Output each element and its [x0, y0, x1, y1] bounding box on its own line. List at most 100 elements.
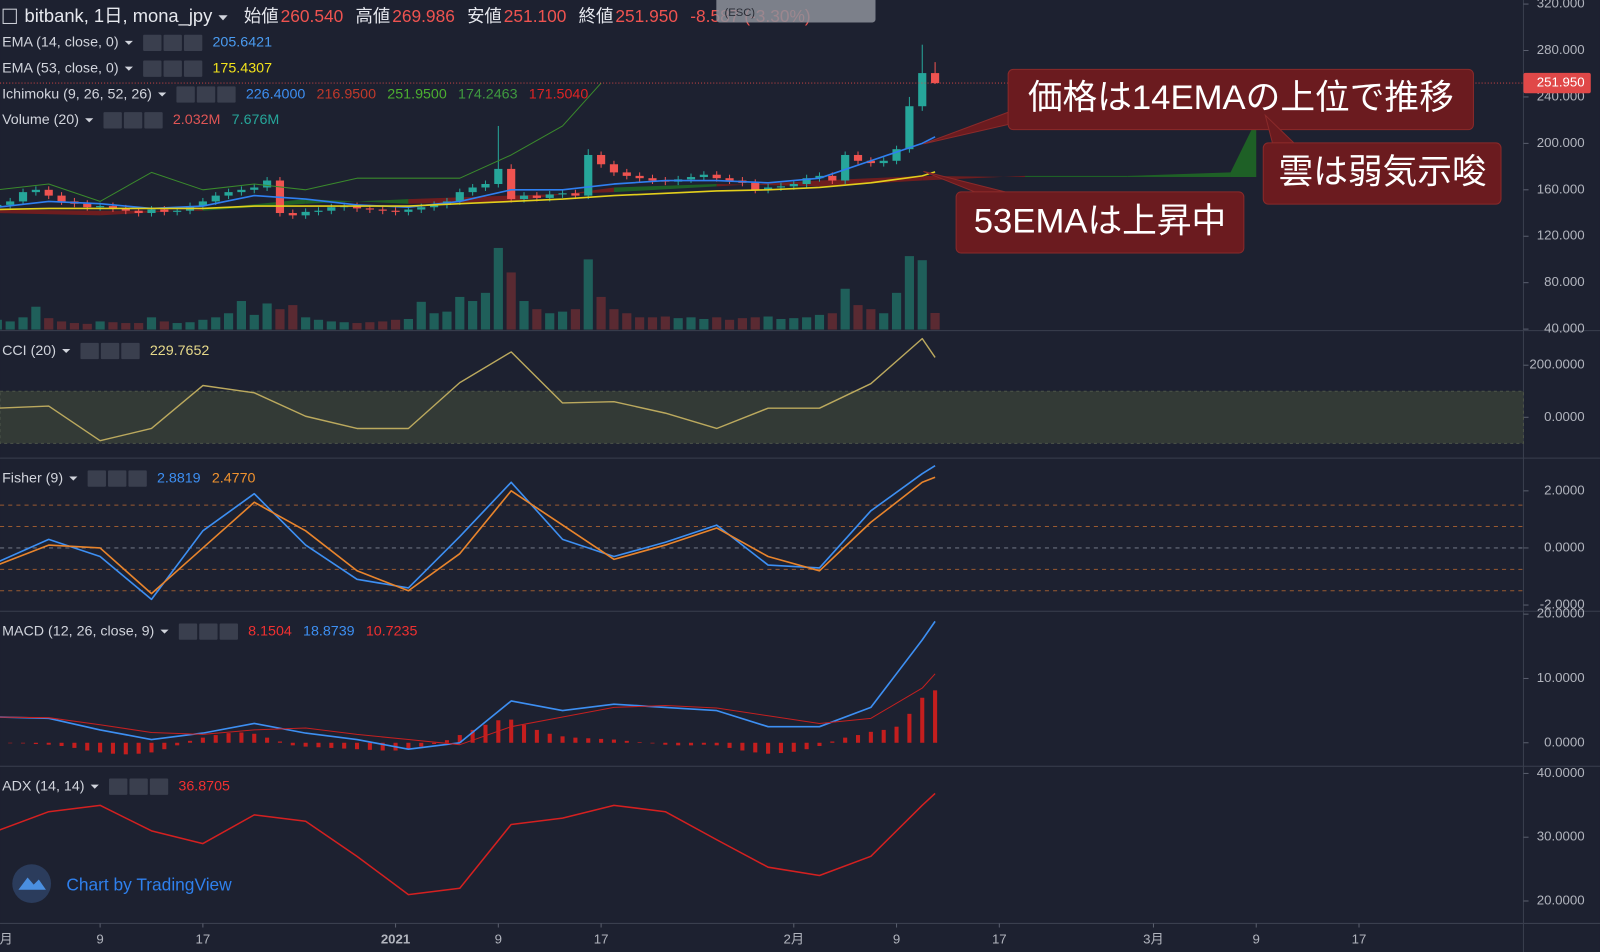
legend-name: MACD (12, 26, close, 9) — [2, 623, 154, 639]
candle-body — [841, 154, 850, 181]
y-tick-label: 280.000 — [1537, 42, 1585, 57]
x-tick-label: 3月 — [1143, 931, 1164, 946]
histogram-bar — [136, 742, 141, 754]
volume-bar — [82, 323, 92, 330]
indicator-line — [0, 337, 936, 442]
histogram-bar — [354, 742, 360, 750]
candle-body — [866, 160, 875, 164]
y-tick-label: 160.000 — [1537, 181, 1585, 196]
volume-bar — [827, 313, 837, 330]
volume-bar — [223, 313, 234, 330]
candle-body — [751, 182, 760, 190]
volume-bar — [159, 321, 169, 330]
indicator-line — [0, 673, 936, 746]
y-tick-label: 120.000 — [1537, 228, 1585, 243]
indicator-line — [0, 476, 936, 595]
volume-bar — [506, 272, 516, 330]
candle-body — [237, 189, 246, 193]
candle-body — [365, 208, 374, 210]
histogram-bar — [432, 742, 437, 745]
histogram-bar — [855, 735, 861, 743]
histogram-bar — [881, 729, 886, 743]
histogram-bar — [676, 742, 681, 746]
legend-dropdown — [90, 784, 99, 789]
histogram-bar — [303, 742, 308, 747]
candle-body — [545, 194, 554, 198]
histogram-bar — [367, 742, 372, 750]
histogram-bar — [791, 742, 796, 752]
ohlc-label: 安値 — [467, 6, 502, 26]
volume-bar — [917, 260, 927, 330]
volume-bar — [378, 321, 388, 330]
candle-body — [18, 192, 28, 202]
candle-body — [108, 206, 118, 209]
legend-value: 171.5040 — [529, 86, 589, 102]
volume-bar — [840, 288, 850, 330]
x-tick-label: 17 — [195, 931, 210, 946]
ichimoku-cloud — [1230, 120, 1257, 178]
legend-name: ADX (14, 14) — [2, 778, 84, 794]
histogram-bar — [817, 742, 822, 746]
legend-name: Fisher (9) — [2, 470, 63, 486]
ohlc-label: 高値 — [356, 6, 391, 26]
legend-name: EMA (14, close, 0) — [2, 35, 119, 51]
candle-body — [635, 175, 644, 179]
volume-bar — [31, 306, 41, 330]
legend-icon — [100, 342, 120, 360]
volume-bar — [570, 309, 580, 330]
volume-bar — [455, 296, 465, 330]
y-tick-label: 20.0000 — [1537, 606, 1585, 621]
histogram-bar — [727, 742, 732, 748]
callout-text: 53EMAは上昇中 — [974, 202, 1227, 241]
histogram-bar — [98, 742, 103, 753]
volume-bar — [686, 317, 696, 330]
x-tick-label: 2月 — [783, 931, 804, 946]
volume-bar — [635, 317, 645, 330]
histogram-bar — [316, 742, 321, 748]
histogram-bar — [907, 713, 912, 743]
candle-body — [776, 186, 786, 188]
candle-body — [597, 154, 606, 165]
legend-value: 175.4307 — [213, 60, 273, 76]
y-tick-label: 10.0000 — [1537, 670, 1585, 685]
volume-bar — [891, 292, 902, 330]
volume-bar — [211, 317, 221, 330]
volume-bar — [236, 301, 247, 330]
indicator-line — [0, 620, 936, 751]
candle-body — [931, 73, 940, 84]
legend-icon — [128, 470, 147, 487]
indicator-line — [0, 82, 602, 202]
candle-body — [468, 187, 477, 193]
symbol: bitbank, 1日, mona_jpy — [25, 5, 214, 27]
candle-body — [198, 201, 207, 207]
watermark[interactable]: Chart by TradingView — [66, 874, 232, 894]
histogram-bar — [162, 742, 167, 750]
volume-bar — [712, 317, 722, 330]
volume-bar — [56, 321, 67, 330]
histogram-bar — [277, 741, 282, 743]
histogram-bar — [650, 742, 655, 744]
histogram-bar — [586, 738, 591, 743]
histogram-bar — [547, 733, 552, 743]
symbol-dropdown — [218, 15, 228, 21]
histogram-bar — [85, 742, 90, 751]
histogram-bar — [457, 735, 462, 743]
legend-dropdown — [160, 629, 169, 634]
legend-value: 7.676M — [232, 112, 280, 128]
candle-body — [584, 154, 593, 196]
volume-bar — [660, 316, 670, 330]
y-tick-label: 200.000 — [1537, 135, 1585, 150]
legend-icon — [178, 623, 198, 640]
candle-body — [263, 180, 272, 188]
candle-body — [571, 193, 580, 196]
candle-body — [57, 195, 66, 202]
legend-icon — [80, 342, 99, 360]
candle-body — [828, 175, 837, 181]
volume-bar — [390, 319, 401, 330]
candle-body — [44, 189, 53, 196]
histogram-bar — [175, 742, 180, 746]
histogram-bar — [187, 740, 193, 743]
volume-bar — [596, 296, 606, 330]
histogram-bar — [688, 742, 694, 746]
